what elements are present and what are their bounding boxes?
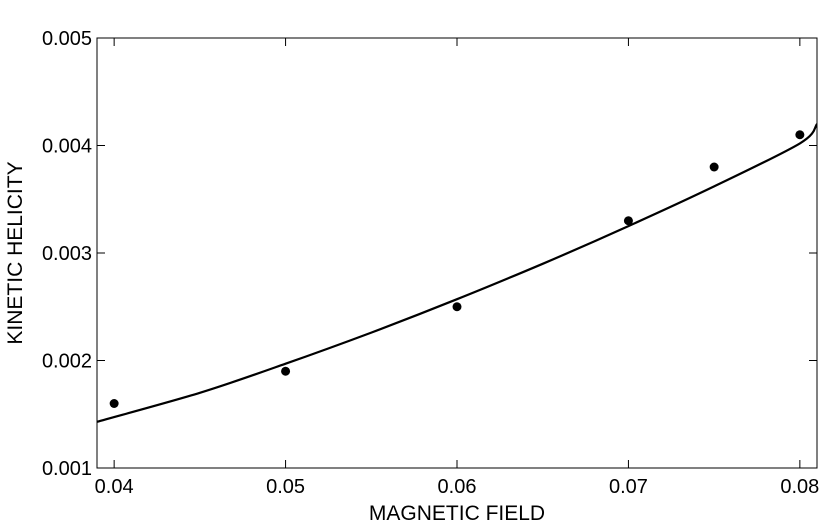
x-axis-ticks: 0.04 0.05 0.06 0.07 0.08 bbox=[95, 38, 819, 498]
plot-area-border bbox=[96, 37, 818, 469]
y-tick-label: 0.003 bbox=[42, 243, 92, 265]
y-axis-label: KINETIC HELICITY bbox=[4, 161, 27, 344]
x-axis-label: MAGNETIC FIELD bbox=[369, 502, 545, 525]
x-tick-label: 0.06 bbox=[438, 476, 477, 498]
x-tick-label: 0.08 bbox=[780, 476, 819, 498]
y-tick-label: 0.005 bbox=[42, 28, 92, 50]
series-layer bbox=[97, 123, 817, 423]
data-point bbox=[795, 130, 805, 140]
data-point bbox=[452, 302, 462, 312]
data-point bbox=[109, 399, 119, 408]
data-point bbox=[709, 162, 719, 172]
y-tick-label: 0.002 bbox=[42, 351, 92, 373]
y-axis-ticks: 0.001 0.002 0.003 0.004 0.005 bbox=[42, 28, 817, 480]
y-tick-label: 0.004 bbox=[42, 136, 92, 158]
data-point bbox=[281, 366, 291, 376]
y-tick-label: 0.001 bbox=[42, 458, 92, 480]
x-tick-label: 0.07 bbox=[609, 476, 648, 498]
data-point bbox=[623, 216, 633, 226]
plot-frame bbox=[96, 37, 818, 469]
x-tick-label: 0.05 bbox=[266, 476, 305, 498]
x-tick-label: 0.04 bbox=[95, 476, 134, 498]
fit-curve bbox=[97, 123, 817, 423]
